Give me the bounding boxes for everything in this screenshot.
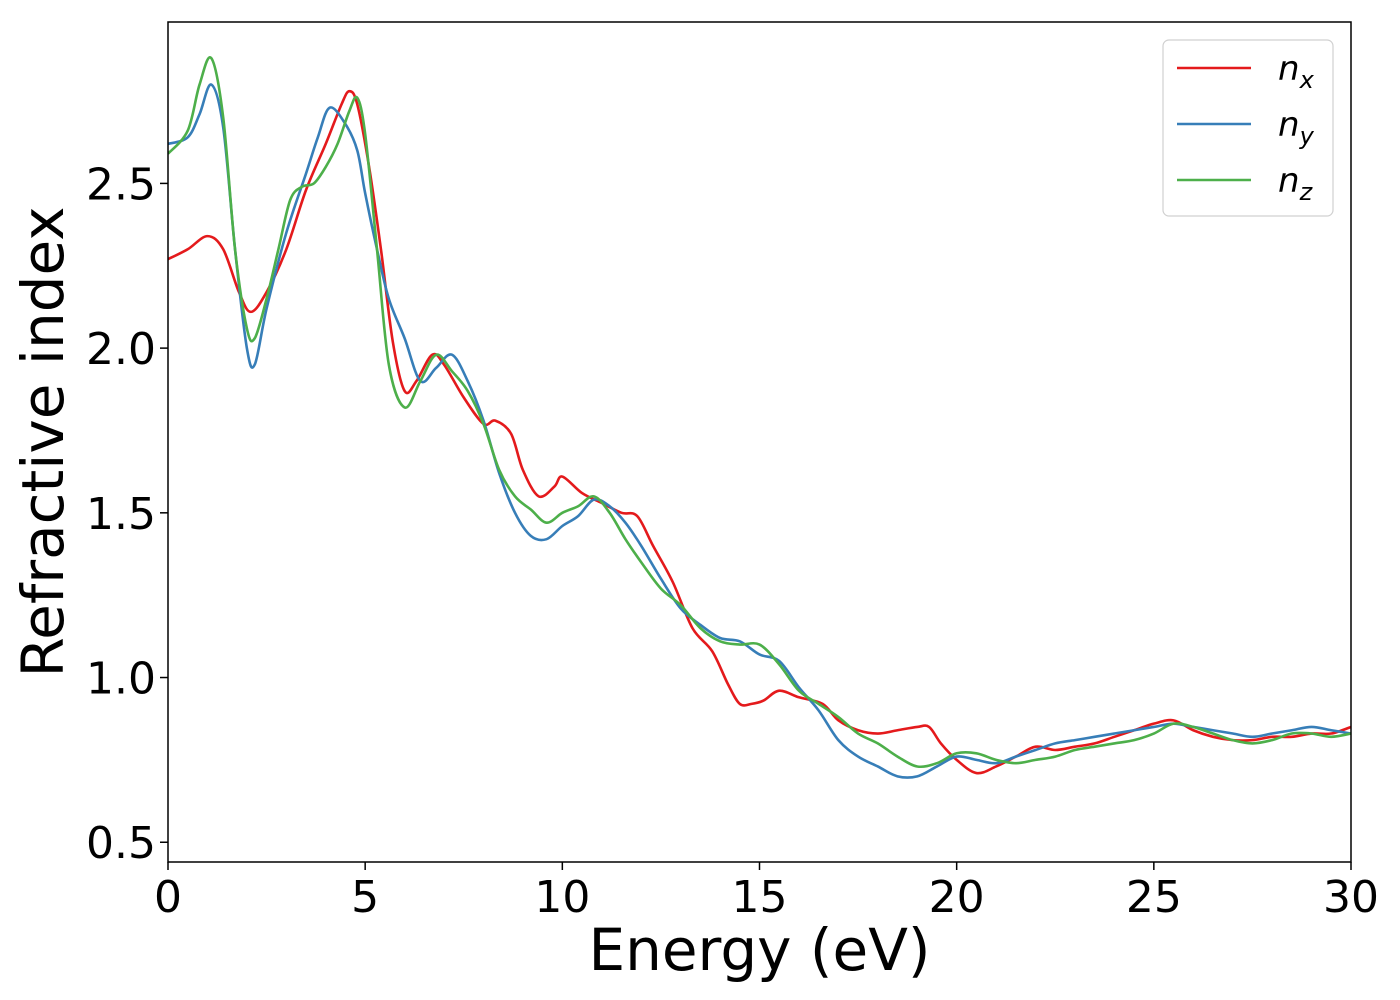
series-layer <box>168 56 1351 779</box>
y-tick-label: 1.0 <box>86 654 156 705</box>
x-tick-label: 10 <box>534 872 590 923</box>
legend-box <box>1162 39 1334 217</box>
y-tick-label: 0.5 <box>86 818 156 869</box>
y-tick-label: 2.5 <box>86 159 156 210</box>
legend-label: ny <box>1278 105 1315 150</box>
x-tick-label: 15 <box>732 872 788 923</box>
x-tick-label: 25 <box>1126 872 1182 923</box>
y-tick-label: 1.5 <box>86 489 156 540</box>
x-tick-label: 5 <box>351 872 379 923</box>
legend-label: nx <box>1278 49 1315 94</box>
y-tick-label: 2.0 <box>86 324 156 375</box>
tick-layer: 0 5 10 15 20 25 30 0.5 1.0 1.5 2.0 2.5 <box>86 159 1379 923</box>
series-line-n-y <box>168 83 1351 779</box>
series-line-n-z <box>168 56 1351 769</box>
y-axis-title: Refractive index <box>9 206 77 677</box>
x-axis-title: Energy (eV) <box>588 916 930 984</box>
x-tick-label: 0 <box>154 872 182 923</box>
x-tick-label: 30 <box>1323 872 1379 923</box>
x-tick-label: 20 <box>929 872 985 923</box>
legend: nx ny nz <box>1162 39 1334 217</box>
legend-label: nz <box>1278 161 1314 206</box>
